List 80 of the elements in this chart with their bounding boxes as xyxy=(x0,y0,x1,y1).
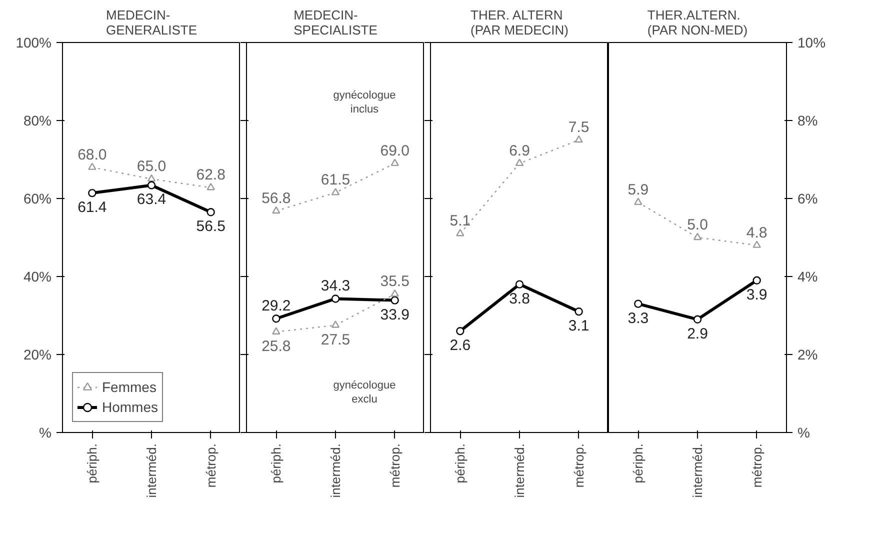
data-label: 5.0 xyxy=(687,216,708,234)
data-label: 65.0 xyxy=(136,158,166,175)
data-label: 27.5 xyxy=(320,331,350,348)
y-tick-label: % xyxy=(798,424,810,440)
y-tick-label: 40% xyxy=(23,268,52,284)
point xyxy=(331,294,340,303)
data-label: 68.0 xyxy=(78,146,107,164)
data-label: 25.8 xyxy=(262,338,291,355)
x-tick-label: métrop. xyxy=(749,443,764,488)
data-label: 63.4 xyxy=(136,191,166,208)
data-label: 3.3 xyxy=(628,310,649,327)
data-label: 69.0 xyxy=(380,142,410,160)
point xyxy=(456,327,464,336)
point xyxy=(390,296,399,304)
x-tick-label: périph. xyxy=(452,444,468,484)
y-tick-label: 6% xyxy=(798,190,818,206)
point xyxy=(390,158,399,166)
data-label: 56.8 xyxy=(262,190,291,207)
chart-title: THER. ALTERN (PAR MEDECIN) xyxy=(470,8,568,38)
data-label: 35.5 xyxy=(380,273,410,290)
data-label: 2.9 xyxy=(687,325,708,342)
chart-title: MEDECIN- GENERALISTE xyxy=(106,8,198,38)
point xyxy=(574,135,583,143)
data-label: 56.5 xyxy=(196,218,226,236)
point xyxy=(272,206,280,214)
x-tick-label: périph. xyxy=(84,444,100,484)
x-tick-label: interméd. xyxy=(144,443,159,498)
data-label: 4.8 xyxy=(746,224,768,242)
point xyxy=(272,314,280,323)
y-tick-label: 20% xyxy=(23,346,52,362)
data-label: 61.4 xyxy=(78,199,107,216)
y-tick-label: 10% xyxy=(798,34,826,50)
data-label: 5.9 xyxy=(628,181,649,198)
y-tick-label: 4% xyxy=(798,268,818,284)
point xyxy=(331,320,340,328)
data-label: 6.9 xyxy=(509,142,530,160)
x-tick-label: métrop. xyxy=(571,443,586,488)
y-tick-label: 8% xyxy=(798,112,818,128)
x-tick-label: interméd. xyxy=(328,443,343,498)
y-tick-label: 2% xyxy=(798,346,818,362)
y-tick-label: % xyxy=(39,424,52,440)
y-tick-label: 60% xyxy=(23,190,52,206)
x-tick-label: métrop. xyxy=(387,443,402,488)
y-tick-label: 100% xyxy=(16,34,52,50)
point xyxy=(693,315,702,324)
data-label: 3.8 xyxy=(509,290,530,308)
data-label: 3.1 xyxy=(568,318,590,335)
chart-title: MEDECIN- SPECIALISTE xyxy=(294,8,378,38)
point xyxy=(574,308,583,316)
point xyxy=(752,240,761,248)
point xyxy=(634,198,642,206)
data-label: 2.6 xyxy=(450,337,471,354)
data-label: 33.9 xyxy=(380,306,410,324)
data-label: 7.5 xyxy=(568,119,590,136)
x-tick-label: périph. xyxy=(630,444,646,484)
data-label: 34.3 xyxy=(320,278,350,295)
annotation: gynécologue inclus xyxy=(333,89,396,116)
x-tick-label: métrop. xyxy=(203,443,218,488)
x-tick-label: interméd. xyxy=(512,443,527,498)
data-label: 62.8 xyxy=(196,166,226,184)
point xyxy=(693,232,702,240)
point xyxy=(272,327,280,334)
point xyxy=(752,276,761,284)
annotation: gynécologue exclu xyxy=(333,379,396,406)
data-label: 29.2 xyxy=(262,298,291,315)
point xyxy=(515,158,524,166)
legend-label: Hommes xyxy=(102,399,158,415)
data-label: 5.1 xyxy=(450,212,471,230)
point xyxy=(390,289,399,297)
point xyxy=(634,300,642,308)
legend-label: Femmes xyxy=(102,379,156,395)
data-label: 3.9 xyxy=(746,286,768,304)
data-label: 61.5 xyxy=(320,172,350,189)
point xyxy=(456,228,464,236)
x-tick-label: interméd. xyxy=(690,443,705,498)
point xyxy=(331,188,340,196)
y-tick-label: 80% xyxy=(23,112,52,128)
x-tick-label: périph. xyxy=(268,444,284,484)
chart-title: THER.ALTERN. (PAR NON-MED) xyxy=(647,8,748,38)
point xyxy=(515,280,524,288)
